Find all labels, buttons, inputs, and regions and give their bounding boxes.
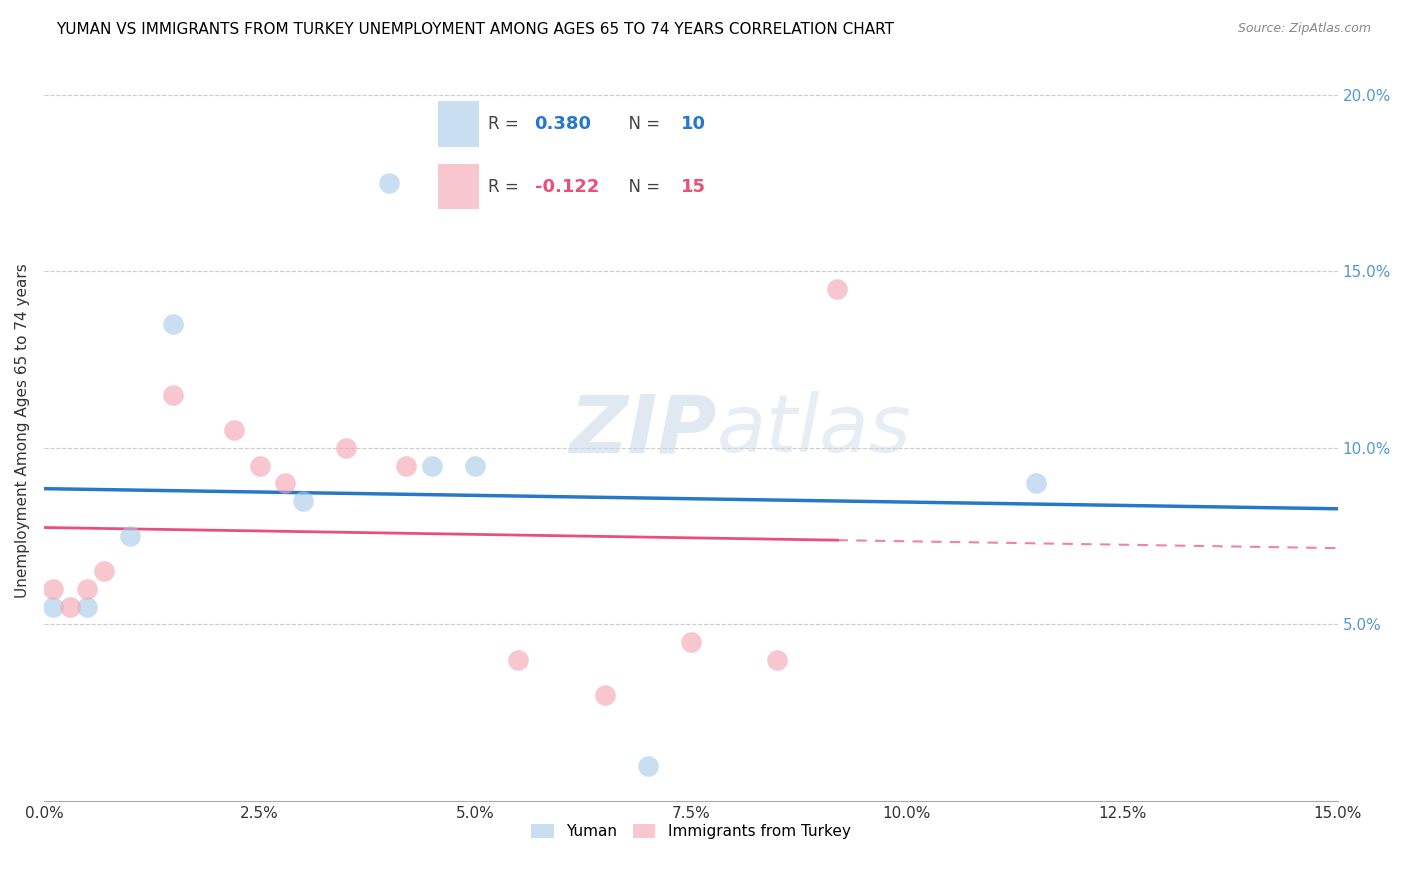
Point [593,688,616,702]
Point [335,441,357,455]
Point [41,582,63,596]
Point [637,758,659,772]
Point [827,282,849,296]
Text: Source: ZipAtlas.com: Source: ZipAtlas.com [1237,22,1371,36]
Point [508,653,530,667]
Point [464,458,486,473]
Point [76,582,98,596]
Point [679,635,702,649]
Point [274,476,297,491]
Point [249,458,271,473]
Point [222,423,245,437]
Text: atlas: atlas [717,392,911,469]
Legend: Yuman, Immigrants from Turkey: Yuman, Immigrants from Turkey [524,818,856,845]
Y-axis label: Unemployment Among Ages 65 to 74 years: Unemployment Among Ages 65 to 74 years [15,263,30,598]
Point [162,388,184,402]
Text: YUMAN VS IMMIGRANTS FROM TURKEY UNEMPLOYMENT AMONG AGES 65 TO 74 YEARS CORRELATI: YUMAN VS IMMIGRANTS FROM TURKEY UNEMPLOY… [56,22,894,37]
Point [378,176,401,190]
Point [76,599,98,614]
Point [59,599,82,614]
Point [420,458,443,473]
Point [1025,476,1047,491]
Point [41,599,63,614]
Point [766,653,789,667]
Text: ZIP: ZIP [569,392,717,469]
Point [93,565,115,579]
Point [162,318,184,332]
Point [120,529,142,543]
Point [395,458,418,473]
Point [291,493,314,508]
